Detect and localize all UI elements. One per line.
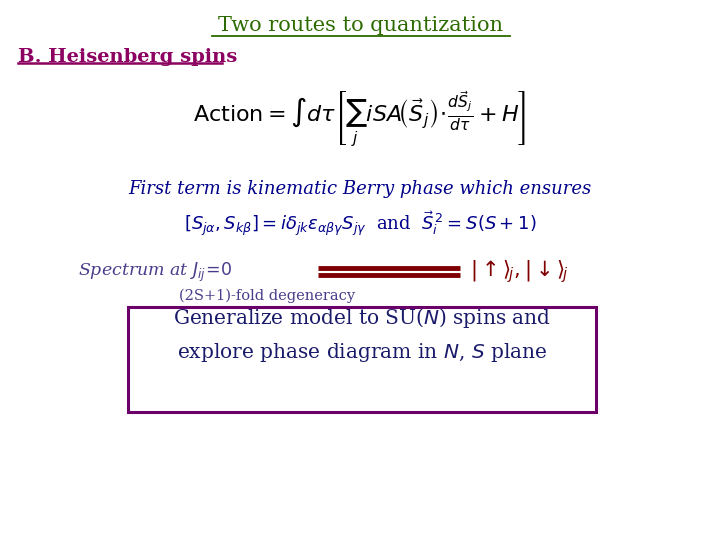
Text: (2S+1)-fold degeneracy: (2S+1)-fold degeneracy bbox=[179, 289, 355, 303]
Text: $\left[S_{j\alpha},S_{k\beta}\right]=i\delta_{jk}\varepsilon_{\alpha\beta\gamma}: $\left[S_{j\alpha},S_{k\beta}\right]=i\d… bbox=[184, 210, 536, 239]
Text: explore phase diagram in $N$, $S$ plane: explore phase diagram in $N$, $S$ plane bbox=[177, 341, 547, 363]
Text: B. Heisenberg spins: B. Heisenberg spins bbox=[18, 48, 238, 66]
Text: First term is kinematic Berry phase which ensures: First term is kinematic Berry phase whic… bbox=[128, 180, 592, 198]
Text: $|\uparrow\rangle_{\!j},|\downarrow\rangle_{\!j}$: $|\uparrow\rangle_{\!j},|\downarrow\rang… bbox=[470, 259, 569, 286]
Text: Spectrum at $\mathit{J}_{ij}\!=\!0$: Spectrum at $\mathit{J}_{ij}\!=\!0$ bbox=[78, 260, 233, 284]
Text: Two routes to quantization: Two routes to quantization bbox=[217, 16, 503, 35]
Text: $\mathrm{Action} = \int d\tau \left[ \sum_j iSA\!\left(\vec{S}_j\right)\!\cdot\!: $\mathrm{Action} = \int d\tau \left[ \su… bbox=[194, 90, 526, 150]
Text: Generalize model to SU($N$) spins and: Generalize model to SU($N$) spins and bbox=[173, 306, 551, 330]
